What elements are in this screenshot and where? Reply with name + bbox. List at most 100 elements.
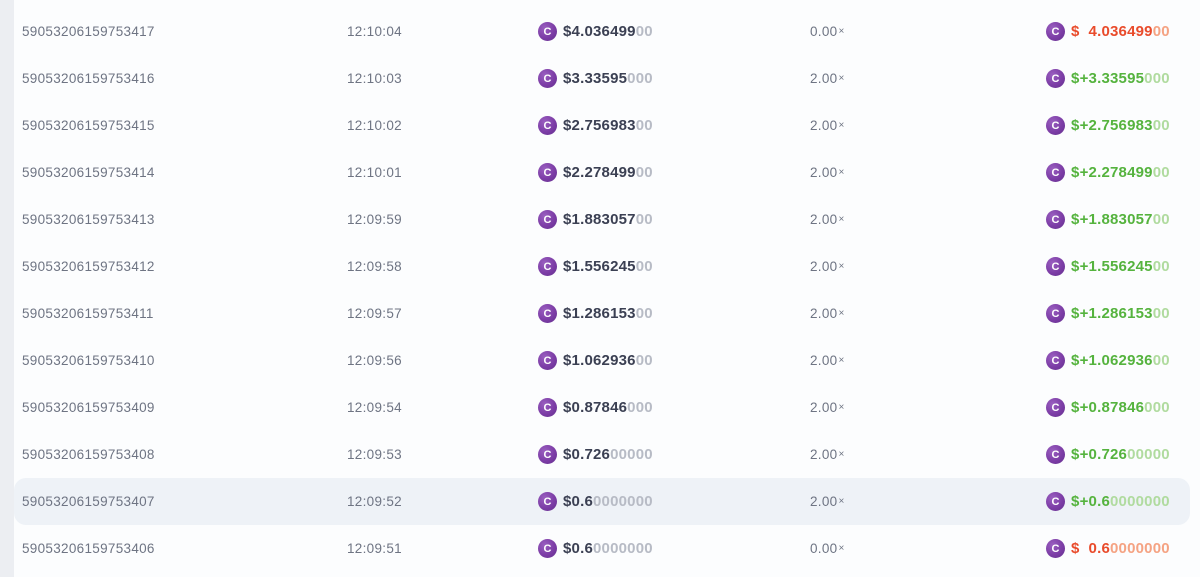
bet-time: 12:09:56 <box>347 353 402 368</box>
multiply-icon: × <box>838 496 845 507</box>
coin-icon: C <box>538 22 557 41</box>
bet-row[interactable]: 59053206159753414 12:10:01 C $2.27849900… <box>14 149 1200 196</box>
bet-profit: C $+0.87846000 <box>1046 398 1200 417</box>
bet-amount-value: $1.55624500 <box>563 258 653 275</box>
bet-profit-value: $+3.33595000 <box>1071 70 1170 87</box>
bet-amount: C $0.87846000 <box>538 398 810 417</box>
bet-profit: C $+1.55624500 <box>1046 257 1200 276</box>
bet-time: 12:09:51 <box>347 541 402 556</box>
multiply-icon: × <box>838 261 845 272</box>
bet-profit-value: $+1.28615300 <box>1071 305 1170 322</box>
bet-row[interactable]: 59053206159753416 12:10:03 C $3.33595000… <box>14 55 1200 102</box>
multiply-icon: × <box>838 26 845 37</box>
bet-multiplier: 2.00× <box>810 494 845 509</box>
bet-amount-value: $0.60000000 <box>563 540 653 557</box>
coin-icon: C <box>538 163 557 182</box>
bet-profit: C $+2.75698300 <box>1046 116 1200 135</box>
bet-id: 59053206159753411 <box>22 306 154 321</box>
bet-amount: C $1.28615300 <box>538 304 810 323</box>
bet-id: 59053206159753408 <box>22 447 155 462</box>
bet-multiplier: 2.00× <box>810 306 845 321</box>
bet-time: 12:09:53 <box>347 447 402 462</box>
multiply-icon: × <box>838 308 845 319</box>
bet-row[interactable]: 59053206159753413 12:09:59 C $1.88305700… <box>14 196 1200 243</box>
bet-row[interactable]: 59053206159753411 12:09:57 C $1.28615300… <box>14 290 1200 337</box>
bet-id: 59053206159753416 <box>22 71 155 86</box>
bet-amount-value: $1.06293600 <box>563 352 653 369</box>
bet-rows-container: 59053206159753417 12:10:04 C $4.03649900… <box>14 8 1200 572</box>
bet-id: 59053206159753410 <box>22 353 155 368</box>
bet-multiplier: 2.00× <box>810 400 845 415</box>
bet-time: 12:09:59 <box>347 212 402 227</box>
coin-icon: C <box>1046 257 1065 276</box>
coin-icon: C <box>538 257 557 276</box>
coin-icon: C <box>1046 492 1065 511</box>
multiply-icon: × <box>838 214 845 225</box>
bet-profit: C $+2.27849900 <box>1046 163 1200 182</box>
bet-profit-value: $+2.75698300 <box>1071 117 1170 134</box>
bet-id: 59053206159753415 <box>22 118 155 133</box>
bet-row[interactable]: 59053206159753410 12:09:56 C $1.06293600… <box>14 337 1200 384</box>
bet-profit: C $+3.33595000 <box>1046 69 1200 88</box>
bet-profit: C $+0.72600000 <box>1046 445 1200 464</box>
bet-row[interactable]: 59053206159753412 12:09:58 C $1.55624500… <box>14 243 1200 290</box>
bet-amount: C $1.06293600 <box>538 351 810 370</box>
bet-profit: C $+1.06293600 <box>1046 351 1200 370</box>
bet-profit-value: $ 0.60000000 <box>1071 540 1170 557</box>
bet-row[interactable]: 59053206159753407 12:09:52 C $0.60000000… <box>14 478 1190 525</box>
bet-amount-value: $3.33595000 <box>563 70 653 87</box>
bet-profit-value: $+1.88305700 <box>1071 211 1170 228</box>
bet-id: 59053206159753413 <box>22 212 155 227</box>
bet-amount-value: $1.88305700 <box>563 211 653 228</box>
coin-icon: C <box>538 351 557 370</box>
coin-icon: C <box>1046 210 1065 229</box>
bet-multiplier: 2.00× <box>810 353 845 368</box>
bet-id: 59053206159753412 <box>22 259 155 274</box>
bet-multiplier: 0.00× <box>810 24 845 39</box>
bet-amount: C $1.55624500 <box>538 257 810 276</box>
multiply-icon: × <box>838 402 845 413</box>
bet-multiplier: 0.00× <box>810 541 845 556</box>
coin-icon: C <box>1046 539 1065 558</box>
bet-amount-value: $0.72600000 <box>563 446 653 463</box>
coin-icon: C <box>538 210 557 229</box>
bet-history-table: 59053206159753417 12:10:04 C $4.03649900… <box>14 0 1200 577</box>
bet-time: 12:10:02 <box>347 118 402 133</box>
bet-time: 12:09:52 <box>347 494 402 509</box>
coin-icon: C <box>1046 22 1065 41</box>
bet-amount: C $2.27849900 <box>538 163 810 182</box>
coin-icon: C <box>1046 351 1065 370</box>
bet-time: 12:09:58 <box>347 259 402 274</box>
bet-time: 12:09:57 <box>347 306 402 321</box>
bet-profit-value: $+2.27849900 <box>1071 164 1170 181</box>
bet-row[interactable]: 59053206159753417 12:10:04 C $4.03649900… <box>14 8 1200 55</box>
coin-icon: C <box>538 539 557 558</box>
multiply-icon: × <box>838 543 845 554</box>
bet-row[interactable]: 59053206159753415 12:10:02 C $2.75698300… <box>14 102 1200 149</box>
bet-profit: C $+0.60000000 <box>1046 492 1190 511</box>
bet-profit: C $+1.28615300 <box>1046 304 1200 323</box>
bet-row[interactable]: 59053206159753406 12:09:51 C $0.60000000… <box>14 525 1200 572</box>
coin-icon: C <box>538 445 557 464</box>
multiply-icon: × <box>838 73 845 84</box>
bet-profit-value: $ 4.03649900 <box>1071 23 1170 40</box>
bet-id: 59053206159753417 <box>22 24 155 39</box>
bet-profit: C $ 4.03649900 <box>1046 22 1200 41</box>
bet-id: 59053206159753414 <box>22 165 155 180</box>
bet-multiplier: 2.00× <box>810 259 845 274</box>
bet-profit-value: $+0.72600000 <box>1071 446 1170 463</box>
bet-amount-value: $1.28615300 <box>563 305 653 322</box>
coin-icon: C <box>1046 69 1065 88</box>
bet-multiplier: 2.00× <box>810 212 845 227</box>
bet-row[interactable]: 59053206159753409 12:09:54 C $0.87846000… <box>14 384 1200 431</box>
coin-icon: C <box>1046 304 1065 323</box>
bet-row[interactable]: 59053206159753408 12:09:53 C $0.72600000… <box>14 431 1200 478</box>
coin-icon: C <box>1046 445 1065 464</box>
bet-id: 59053206159753407 <box>22 494 155 509</box>
bet-amount-value: $4.03649900 <box>563 23 653 40</box>
bet-profit-value: $+1.55624500 <box>1071 258 1170 275</box>
bet-time: 12:10:04 <box>347 24 402 39</box>
bet-amount: C $2.75698300 <box>538 116 810 135</box>
bet-amount: C $3.33595000 <box>538 69 810 88</box>
coin-icon: C <box>538 492 557 511</box>
